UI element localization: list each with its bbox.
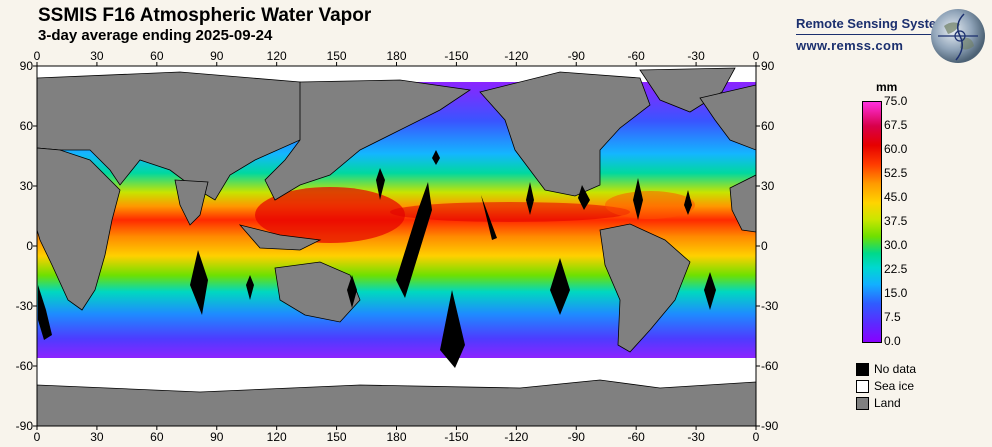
atlantic-moist-region <box>605 191 695 219</box>
latitude-label-left: 30 <box>19 179 33 193</box>
latitude-label-right: 60 <box>761 119 775 133</box>
land-indonesia <box>238 224 322 251</box>
map-title: SSMIS F16 Atmospheric Water Vapor <box>38 5 372 26</box>
colorbar-label: 60.0 <box>884 142 908 156</box>
land-eurasia-wrap <box>699 84 756 151</box>
longitude-label-top: -60 <box>627 49 645 63</box>
brand-name: Remote Sensing Systems <box>796 16 955 31</box>
land-antarctica <box>37 379 756 426</box>
colorbar-label: 67.5 <box>884 118 908 132</box>
longitude-label-top: 30 <box>90 49 104 63</box>
colorbar-label: 15.0 <box>884 286 908 300</box>
legend-swatch <box>856 380 869 393</box>
longitude-label-top: -90 <box>567 49 585 63</box>
land-africa-east <box>729 174 756 233</box>
longitude-label-top: 150 <box>326 49 347 63</box>
longitude-label-bottom: 0 <box>752 430 760 444</box>
swath-gap <box>684 190 692 215</box>
brand-divider <box>796 34 950 35</box>
latitude-label-right: 90 <box>761 59 775 73</box>
longitude-label-bottom: 60 <box>150 430 164 444</box>
swath-gap <box>440 290 465 368</box>
legend-swatch <box>856 397 869 410</box>
axis-tick-marks <box>33 62 760 430</box>
legend-label: No data <box>874 362 917 376</box>
latitude-label-left: -30 <box>15 299 33 313</box>
swath-gap <box>38 285 52 340</box>
swath-gap <box>550 258 570 315</box>
longitude-label-bottom: -120 <box>504 430 529 444</box>
swath-gap <box>246 275 254 300</box>
latitude-label-left: 0 <box>26 239 33 253</box>
colorbar-label: 7.5 <box>884 310 901 324</box>
itcz-band <box>390 202 630 222</box>
longitude-label-top: 0 <box>752 49 760 63</box>
longitude-label-top: -120 <box>504 49 529 63</box>
longitude-label-bottom: 0 <box>33 430 41 444</box>
longitude-label-bottom: -60 <box>627 430 645 444</box>
swath-gap <box>376 168 385 200</box>
latitude-label-left: 90 <box>19 59 33 73</box>
colorbar-label: 0.0 <box>884 334 901 348</box>
land-india <box>174 179 209 226</box>
longitude-label-bottom: -150 <box>444 430 469 444</box>
colorbar <box>862 101 882 343</box>
latitude-label-right: 0 <box>761 239 768 253</box>
longitude-label-bottom: 90 <box>210 430 224 444</box>
swath-gap <box>704 272 716 310</box>
longitude-label-top: -30 <box>687 49 705 63</box>
land-north-america <box>479 71 651 197</box>
longitude-label-top: 180 <box>386 49 407 63</box>
swath-gap <box>633 178 643 220</box>
longitude-label-bottom: -30 <box>687 430 705 444</box>
warm-pool-region <box>255 187 405 243</box>
legend-swatch <box>856 363 869 376</box>
latitude-label-left: 60 <box>19 119 33 133</box>
swath-gap <box>432 150 440 165</box>
longitude-label-bottom: -90 <box>567 430 585 444</box>
no-data-swath-gaps <box>38 150 716 368</box>
land-masses <box>37 67 756 426</box>
brand-url: www.remss.com <box>796 38 904 53</box>
legend-label: Land <box>874 396 901 410</box>
longitude-label-bottom: 120 <box>266 430 287 444</box>
latitude-label-right: 30 <box>761 179 775 193</box>
swath-gap <box>396 182 432 298</box>
land-eurasia-east <box>264 79 472 201</box>
colorbar-label: 37.5 <box>884 214 908 228</box>
colorbar-unit: mm <box>876 80 898 94</box>
colorbar-label: 75.0 <box>884 94 908 108</box>
longitude-label-top: -150 <box>444 49 469 63</box>
swath-gap <box>481 195 497 240</box>
swath-gap <box>578 185 590 210</box>
latitude-label-right: -90 <box>761 419 779 433</box>
swath-gap <box>347 275 357 308</box>
colorbar-label: 45.0 <box>884 190 908 204</box>
land-africa-west <box>37 147 121 311</box>
latitude-label-right: -30 <box>761 299 779 313</box>
land-australia <box>274 261 361 323</box>
swath-gap <box>190 250 208 315</box>
legend-label: Sea ice <box>874 379 915 393</box>
colorbar-label: 22.5 <box>884 262 908 276</box>
longitude-label-top: 60 <box>150 49 164 63</box>
map-subtitle: 3-day average ending 2025-09-24 <box>38 27 273 44</box>
latitude-label-right: -60 <box>761 359 779 373</box>
latitude-label-left: -90 <box>15 419 33 433</box>
swath-gap <box>526 182 534 215</box>
longitude-label-top: 0 <box>33 49 41 63</box>
longitude-label-bottom: 30 <box>90 430 104 444</box>
longitude-label-bottom: 150 <box>326 430 347 444</box>
longitude-label-top: 120 <box>266 49 287 63</box>
longitude-label-top: 90 <box>210 49 224 63</box>
globe-logo-icon <box>931 9 985 63</box>
latitude-label-left: -60 <box>15 359 33 373</box>
longitude-label-bottom: 180 <box>386 430 407 444</box>
colorbar-label: 52.5 <box>884 166 908 180</box>
land-south-america <box>599 223 691 353</box>
colorbar-label: 30.0 <box>884 238 908 252</box>
